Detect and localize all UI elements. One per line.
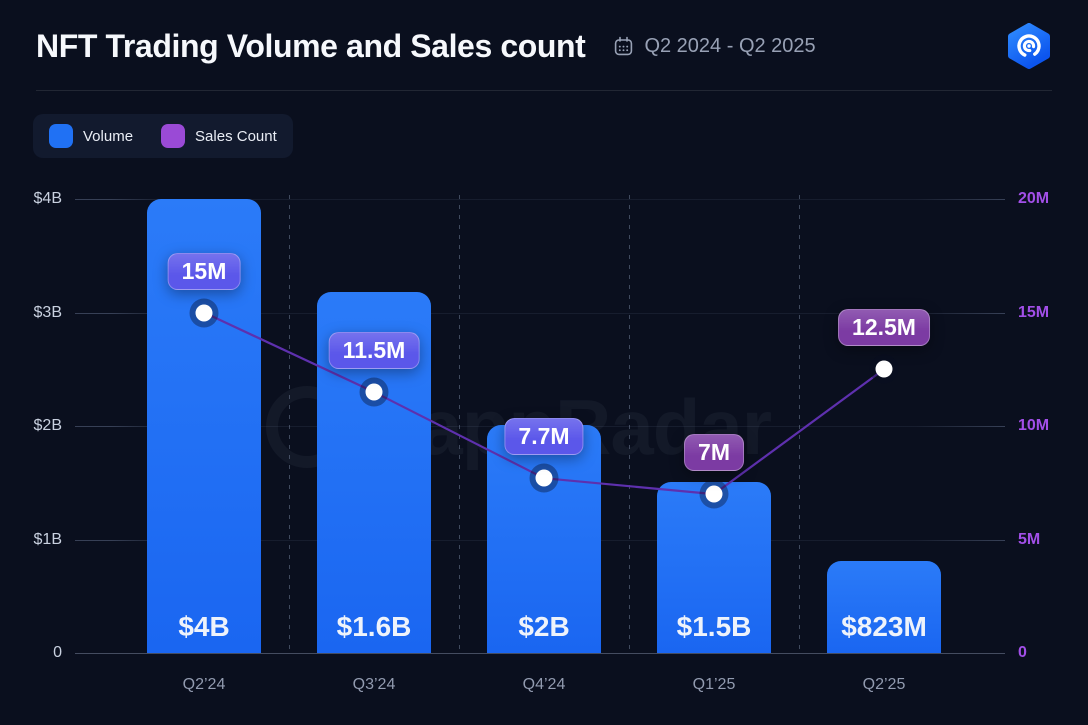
header: NFT Trading Volume and Sales count Q2 20…: [36, 20, 1052, 72]
y-axis-label-left: $4B: [33, 190, 62, 207]
sales-point[interactable]: [195, 304, 213, 321]
volume-bar[interactable]: $2B: [487, 425, 601, 653]
sales-point[interactable]: [365, 383, 383, 401]
legend-item-volume[interactable]: Volume: [49, 124, 133, 148]
sales-point[interactable]: [535, 469, 553, 487]
x-axis-baseline: [75, 653, 1005, 654]
sales-count-badge[interactable]: 7.7M: [504, 418, 584, 456]
bar-value-label: $1.5B: [676, 611, 752, 642]
legend-item-sales-count[interactable]: Sales Count: [161, 124, 277, 148]
volume-swatch: [49, 124, 73, 148]
y-axis-label-right: 20M: [1018, 190, 1050, 207]
y-axis-label-left: 0: [53, 644, 62, 661]
x-gridline-dashed: [799, 195, 800, 653]
legend-label: Volume: [83, 127, 134, 145]
sales-count-swatch: [161, 124, 186, 148]
sales-point[interactable]: [705, 485, 723, 503]
x-gridline-dashed: [459, 195, 460, 653]
brand-logo[interactable]: [1006, 23, 1052, 69]
y-axis-label-right: 5M: [1018, 530, 1041, 548]
legend: Volume Sales Count: [33, 114, 293, 158]
bar-value-label: $4B: [178, 611, 230, 642]
y-axis-label-left: $1B: [33, 530, 62, 548]
x-axis-label: Q3’24: [352, 676, 396, 693]
period-badge: Q2 2024 - Q2 2025: [613, 34, 816, 58]
x-axis-label: Q2’25: [862, 676, 906, 693]
legend-label: Sales Count: [195, 127, 277, 145]
y-axis-label-right: 0: [1018, 644, 1027, 661]
period-label: Q2 2024 - Q2 2025: [644, 34, 816, 57]
sales-count-badge[interactable]: 12.5M: [838, 309, 930, 347]
sales-count-badge[interactable]: 7M: [684, 434, 744, 472]
bar-value-label: $1.6B: [336, 611, 412, 642]
x-axis-label: Q2’24: [182, 676, 226, 693]
bar-value-label: $2B: [518, 611, 570, 642]
bar-value-label: $823M: [841, 611, 927, 642]
y-gridline: [75, 199, 1005, 200]
sales-count-badge[interactable]: 11.5M: [328, 331, 420, 369]
y-axis-label-right: 15M: [1018, 303, 1050, 321]
sales-count-badge[interactable]: 15M: [167, 252, 241, 290]
y-axis-label-left: $2B: [33, 417, 62, 434]
volume-bar[interactable]: $823M: [827, 561, 941, 653]
volume-bar[interactable]: $1.5B: [657, 482, 771, 653]
x-gridline-dashed: [289, 195, 290, 653]
header-divider: [36, 90, 1052, 91]
page-title: NFT Trading Volume and Sales count: [36, 27, 586, 64]
x-axis-label: Q4’24: [522, 676, 566, 693]
y-axis-label-left: $3B: [33, 303, 62, 321]
calendar-icon: [615, 36, 633, 55]
x-gridline-dashed: [629, 195, 630, 653]
sales-point[interactable]: [875, 360, 893, 378]
x-axis-label: Q1’25: [692, 676, 736, 693]
y-axis-label-right: 10M: [1018, 417, 1050, 434]
